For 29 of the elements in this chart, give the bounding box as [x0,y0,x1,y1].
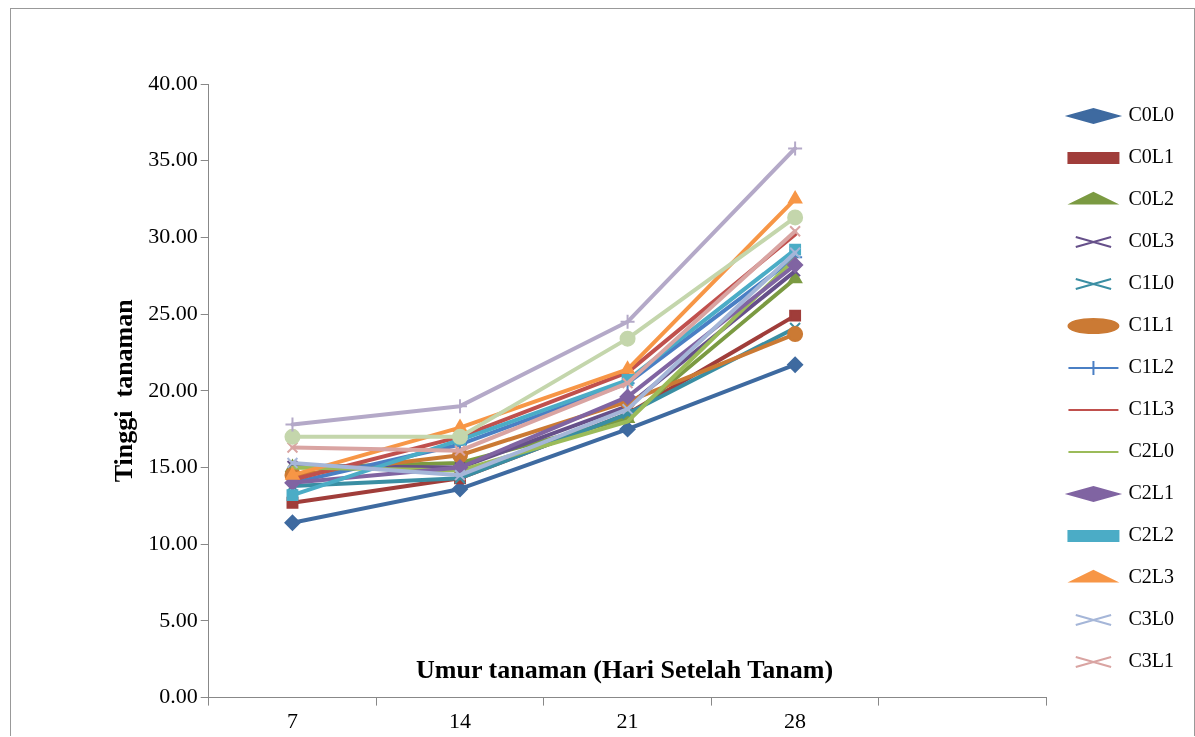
x-tick-label: 28 [784,707,807,733]
legend-label: C2L2 [1128,523,1175,546]
legend-label: C1L1 [1128,313,1175,336]
legend-label: C1L2 [1128,355,1175,378]
y-tick-label: 10.00 [148,529,198,555]
y-axis-title: Tinggi tanaman [109,298,139,483]
y-tick-label: 15.00 [148,453,198,479]
legend-label: C1L0 [1128,271,1175,294]
y-tick-label: 20.00 [148,376,198,402]
legend-label: C0L3 [1128,229,1175,252]
y-tick-label: 30.00 [148,223,198,249]
legend-label: C3L1 [1128,649,1175,672]
y-tick-label: 40.00 [148,69,198,95]
legend-label: C0L1 [1128,145,1175,168]
legend-label: C2L0 [1128,439,1175,462]
x-tick-label: 7 [286,707,298,733]
y-tick-label: 25.00 [148,299,198,325]
legend-label: C0L0 [1128,103,1175,126]
x-axis-title: Umur tanaman (Hari Setelah Tanam) [416,655,834,685]
y-tick-label: 5.00 [159,606,198,632]
x-tick-label: 14 [449,707,472,733]
y-tick-label: 0.00 [159,683,198,709]
legend-label: C2L1 [1128,481,1175,504]
legend-label: C3L0 [1128,607,1175,630]
legend-label: C2L3 [1128,565,1175,588]
legend-label: C1L3 [1128,397,1175,420]
legend-label: C0L2 [1128,187,1175,210]
y-tick-label: 35.00 [148,146,198,172]
x-tick-label: 21 [616,707,639,733]
